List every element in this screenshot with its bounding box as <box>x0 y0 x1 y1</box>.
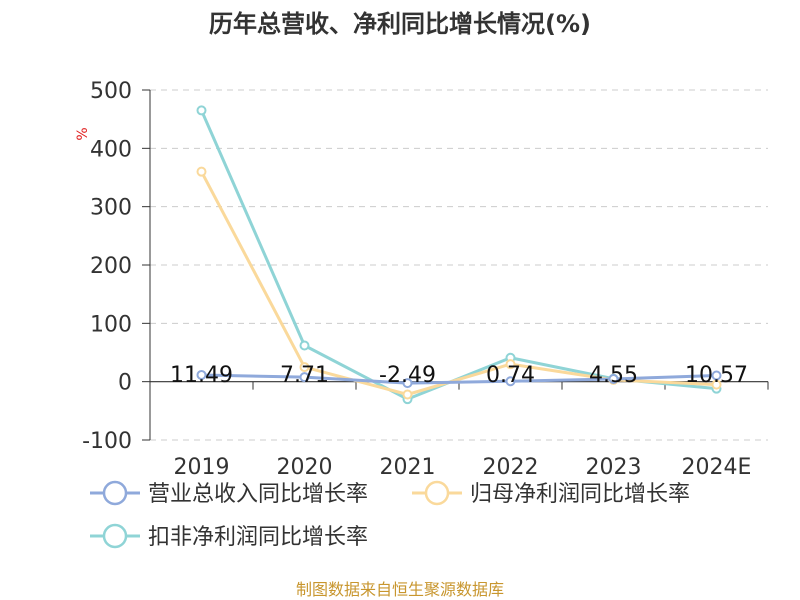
y-tick-label: 200 <box>90 254 132 279</box>
data-label: 4.55 <box>589 363 638 388</box>
y-tick-label: 0 <box>118 371 132 396</box>
data-point <box>711 370 722 381</box>
data-label: 11.49 <box>170 363 233 388</box>
data-point <box>711 379 722 390</box>
data-point <box>299 362 310 373</box>
legend-label: 营业总收入同比增长率 <box>148 482 368 507</box>
data-point <box>299 340 310 351</box>
data-point <box>505 376 516 387</box>
x-tick-label: 2019 <box>174 455 230 480</box>
data-point <box>608 374 619 385</box>
data-point <box>196 369 207 380</box>
y-axis-unit: % <box>75 127 91 140</box>
data-label: 0.74 <box>486 363 535 388</box>
x-tick-label: 2022 <box>483 455 539 480</box>
data-labels: 11.49 7.71 -2.49 0.74 4.55 10.57 <box>170 363 748 388</box>
series-line <box>200 109 717 401</box>
chart-title: 历年总营收、净利同比增长情况(%) <box>209 10 591 38</box>
x-tick-label: 2024E <box>682 455 752 480</box>
data-label: 10.57 <box>685 363 748 388</box>
data-point <box>505 359 516 370</box>
data-point <box>402 389 413 400</box>
y-tick-label: 500 <box>90 79 132 104</box>
axes: -100 0 100 200 300 400 500 2019 2020 2021 2022 2023… <box>82 79 769 480</box>
legend-marker-icon <box>102 523 128 549</box>
y-tick-label: 100 <box>90 312 132 337</box>
x-tick-label: 2021 <box>380 455 436 480</box>
data-label: -2.49 <box>379 363 436 388</box>
x-tick-label: 2020 <box>277 455 333 480</box>
data-label: 7.71 <box>280 363 329 388</box>
y-tick-label: 300 <box>90 196 132 221</box>
grid <box>150 89 768 441</box>
legend-label: 归母净利润同比增长率 <box>470 482 690 507</box>
data-point <box>196 166 207 177</box>
data-point <box>196 105 207 116</box>
legend-marker-icon <box>102 480 128 506</box>
data-point <box>402 378 413 389</box>
legend-item: 归母净利润同比增长率 <box>412 480 690 507</box>
y-tick-label: 400 <box>90 137 132 162</box>
data-point <box>299 372 310 383</box>
x-tick-label: 2023 <box>586 455 642 480</box>
series-line <box>200 170 717 396</box>
source-note: 制图数据来自恒生聚源数据库 <box>296 580 504 599</box>
legend-item: 营业总收入同比增长率 <box>90 480 368 507</box>
series-group <box>196 105 722 405</box>
y-tick-label: -100 <box>82 429 132 454</box>
series-line <box>201 373 717 385</box>
legend-marker-icon <box>424 480 450 506</box>
legend-item: 扣非净利润同比增长率 <box>90 523 368 550</box>
legend-label: 扣非净利润同比增长率 <box>148 525 368 550</box>
